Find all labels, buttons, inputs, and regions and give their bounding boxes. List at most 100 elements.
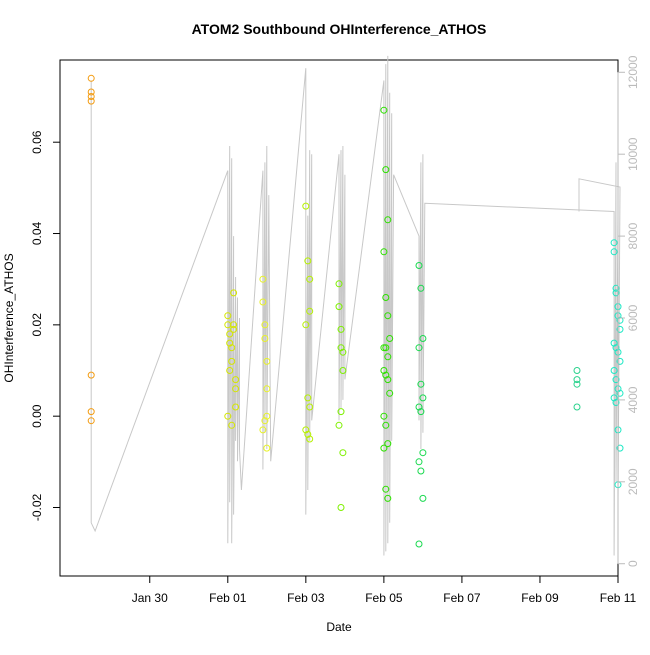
- data-point: [224, 412, 232, 420]
- data-point: [386, 335, 394, 342]
- y-tick-label: 0.04: [30, 221, 44, 245]
- data-point: [610, 367, 618, 374]
- data-point: [417, 380, 425, 388]
- data-point: [335, 280, 343, 288]
- data-point: [87, 408, 95, 416]
- data-point: [612, 344, 620, 352]
- data-point: [380, 444, 388, 452]
- data-point: [226, 339, 234, 347]
- data-point: [419, 449, 427, 457]
- data-point: [337, 344, 345, 352]
- x-tick-label: Feb 07: [443, 591, 481, 605]
- y-tick-label: 0.00: [30, 404, 44, 428]
- y2-tick-label: 8000: [626, 222, 640, 249]
- data-point: [335, 303, 343, 311]
- data-point: [261, 321, 269, 329]
- data-point: [384, 494, 392, 502]
- data-point: [232, 403, 240, 411]
- x-tick-label: Feb 05: [365, 591, 403, 605]
- x-tick-label: Feb 01: [209, 591, 247, 605]
- data-point: [263, 357, 271, 365]
- data-point: [612, 284, 620, 292]
- data-point: [259, 275, 267, 283]
- data-point: [87, 97, 95, 105]
- data-point: [226, 367, 234, 374]
- data-point: [573, 376, 581, 384]
- data-point: [337, 325, 345, 333]
- data-point: [304, 394, 312, 402]
- x-tick-label: Jan 30: [132, 591, 168, 605]
- series-0: [87, 74, 95, 425]
- data-point: [382, 294, 390, 301]
- data-point: [306, 307, 314, 315]
- data-point: [417, 284, 425, 292]
- y-tick-label: -0.02: [30, 494, 44, 522]
- data-point: [386, 389, 394, 397]
- y2-tick-label: 12000: [626, 55, 640, 89]
- y-tick-label: 0.02: [30, 313, 44, 337]
- data-point: [415, 458, 423, 466]
- data-point: [337, 408, 345, 416]
- y2-tick-label: 0: [626, 560, 640, 567]
- data-point: [419, 494, 427, 502]
- data-point: [384, 376, 392, 384]
- x-tick-label: Feb 09: [521, 591, 559, 605]
- axes-layer: Jan 30 Feb 01 Feb 03 Feb 05 Feb 07 Feb 09 Feb …: [30, 55, 640, 605]
- data-point: [87, 88, 95, 96]
- data-point: [302, 321, 310, 329]
- data-point: [263, 444, 271, 452]
- data-point: [263, 385, 271, 393]
- x-axis-label: Date: [326, 620, 352, 634]
- data-point: [384, 353, 392, 361]
- data-point: [616, 389, 624, 397]
- data-point: [230, 325, 238, 333]
- data-point: [380, 412, 388, 420]
- chart-title: ATOM2 Southbound OHInterference_ATHOS: [192, 21, 487, 37]
- data-point: [616, 444, 624, 452]
- data-point: [224, 312, 232, 320]
- data-point: [612, 399, 620, 406]
- data-point: [380, 106, 388, 114]
- data-point: [304, 430, 312, 438]
- data-point: [337, 504, 345, 511]
- data-point: [259, 298, 267, 306]
- data-point: [339, 367, 347, 374]
- series-1: [224, 289, 240, 429]
- data-point: [230, 321, 238, 329]
- data-point: [232, 376, 240, 384]
- data-point: [415, 262, 423, 269]
- data-point: [573, 367, 581, 374]
- data-point: [415, 403, 423, 411]
- data-point: [382, 371, 390, 379]
- data-point: [380, 367, 388, 374]
- data-point: [87, 371, 95, 379]
- x-tick-label: Feb 03: [287, 591, 325, 605]
- data-point: [382, 421, 390, 429]
- data-point: [302, 426, 310, 434]
- y-axis-label: OHInterference_ATHOS: [2, 253, 16, 382]
- series-3: [302, 202, 314, 443]
- data-point: [259, 426, 267, 434]
- data-point: [380, 344, 388, 352]
- data-point: [616, 325, 624, 333]
- y2-tick-label: 2000: [626, 468, 640, 495]
- data-point: [616, 316, 624, 324]
- y-tick-label: 0.06: [30, 130, 44, 154]
- data-point: [612, 289, 620, 297]
- data-point: [339, 348, 347, 356]
- y2-tick-label: 10000: [626, 137, 640, 171]
- series-5: [380, 106, 394, 502]
- data-point: [339, 449, 347, 457]
- data-point: [610, 394, 618, 402]
- data-point: [384, 216, 392, 224]
- data-point: [87, 74, 95, 82]
- data-point: [419, 335, 427, 342]
- data-point: [232, 385, 240, 393]
- data-point: [226, 330, 234, 338]
- data-point: [306, 435, 314, 443]
- data-point: [573, 380, 581, 388]
- series-6: [415, 262, 427, 548]
- data-point: [261, 417, 269, 425]
